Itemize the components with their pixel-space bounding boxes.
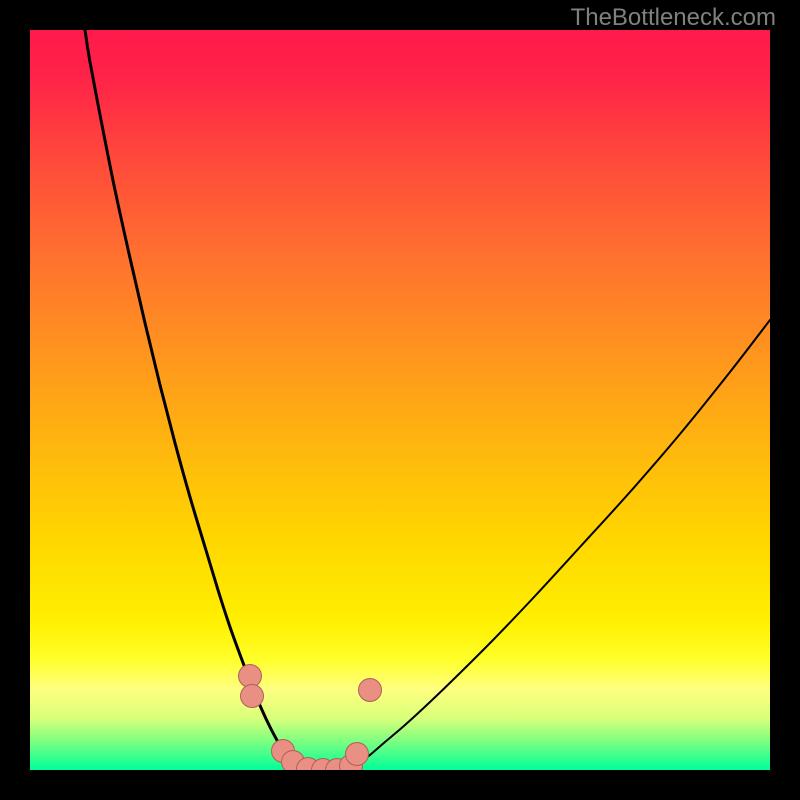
data-marker (240, 684, 264, 708)
watermark-text: TheBottleneck.com (571, 4, 776, 32)
data-marker (345, 742, 369, 766)
plot-area (30, 30, 770, 770)
curve-layer (30, 30, 770, 770)
chart-root: TheBottleneck.com (0, 0, 800, 800)
data-marker (358, 678, 382, 702)
curve-right-branch (350, 320, 770, 770)
curve-left-branch (85, 30, 300, 770)
